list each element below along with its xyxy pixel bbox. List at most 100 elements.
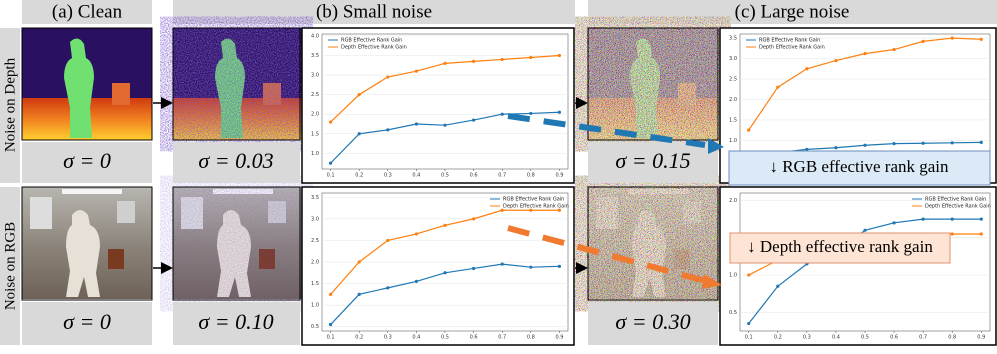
point — [500, 262, 504, 266]
point — [863, 143, 867, 147]
point — [529, 265, 533, 269]
legend-label: Depth Effective Rank Gain — [759, 45, 825, 51]
x-tick-label: 0.2 — [355, 173, 363, 179]
image-large-noise-rgb — [587, 186, 719, 301]
x-tick-label: 0.9 — [977, 335, 985, 341]
x-tick-label: 0.5 — [441, 335, 449, 341]
row-label-box — [0, 187, 20, 345]
point — [979, 232, 983, 236]
point — [328, 161, 333, 165]
point — [747, 273, 751, 277]
row-label-box — [0, 28, 20, 183]
y-tick-label: 3.0 — [311, 73, 319, 79]
callout-box — [729, 232, 951, 264]
point — [747, 128, 751, 132]
x-tick-label: 0.4 — [832, 335, 840, 341]
point — [472, 118, 476, 122]
point — [500, 57, 504, 62]
x-tick-label: 0.8 — [527, 335, 535, 341]
point — [805, 67, 809, 71]
y-tick-label: 1.0 — [311, 151, 319, 157]
callout: ↓ Depth effective rank gain — [747, 237, 933, 256]
point — [328, 322, 333, 327]
point — [979, 140, 983, 145]
point — [414, 279, 418, 284]
point — [979, 217, 983, 221]
x-tick-label: 0.6 — [470, 335, 478, 341]
point — [386, 238, 390, 243]
point — [834, 146, 838, 150]
callout: ↓ RGB effective rank gain — [769, 157, 949, 176]
point — [472, 266, 476, 271]
point — [979, 37, 983, 41]
point — [950, 232, 954, 236]
point — [557, 208, 562, 212]
point — [414, 69, 418, 73]
point — [529, 55, 533, 60]
trend-arrows — [507, 113, 724, 289]
y-tick-label: 1.5 — [311, 131, 319, 137]
point — [500, 112, 504, 116]
header-box — [588, 0, 997, 24]
legend-label: RGB Effective Rank Gain — [503, 197, 564, 203]
legend-label: RGB Effective Rank Gain — [341, 38, 402, 44]
chart-frame — [301, 186, 575, 346]
point — [557, 264, 562, 268]
point — [443, 123, 447, 127]
header: (c) Large noise — [735, 1, 850, 22]
sigma-label: σ = 0.03 — [198, 148, 273, 173]
legend-label: RGB Effective Rank Gain — [925, 197, 986, 203]
y-tick-label: 3.5 — [311, 195, 319, 201]
point — [328, 292, 333, 296]
point — [863, 228, 867, 232]
point — [386, 128, 390, 132]
legend-label: Depth Effective Rank Gain — [925, 204, 991, 210]
x-tick-label: 0.9 — [555, 335, 563, 341]
header-box — [173, 0, 575, 24]
y-tick-label: 2.0 — [311, 260, 319, 266]
y-tick-label: 2.5 — [311, 238, 319, 244]
point — [357, 132, 361, 136]
row-label: Noise on Depth — [2, 57, 18, 152]
point — [357, 93, 361, 97]
x-tick-label: 0.7 — [498, 335, 506, 341]
image-small-noise-depth — [172, 27, 303, 141]
x-tick-label: 0.7 — [498, 173, 506, 179]
point — [921, 141, 925, 145]
image-small-noise-rgb — [172, 186, 303, 301]
x-tick-label: 0.7 — [919, 335, 927, 341]
point — [443, 61, 447, 65]
sigma-label: σ = 0 — [63, 309, 111, 334]
flow-arrows — [153, 97, 588, 274]
chart-frame — [301, 27, 575, 184]
point — [386, 75, 390, 79]
point — [529, 208, 533, 212]
y-tick-label: 1.5 — [311, 281, 319, 287]
x-tick-label: 0.2 — [355, 335, 363, 341]
y-tick-label: 3.5 — [729, 36, 737, 42]
y-tick-label: 3.0 — [311, 216, 319, 222]
image-large-noise-depth — [587, 27, 719, 141]
y-tick-label: 3.5 — [311, 53, 319, 59]
y-tick-label: 0.5 — [729, 310, 737, 316]
sigma-label: σ = 0.15 — [615, 148, 690, 173]
point — [950, 141, 954, 145]
x-tick-label: 0.2 — [774, 335, 782, 341]
charts: 0.1 0.2 0.3 0.4 0.5 0.6 0.7 0.8 0.9 1.0 1.5 2.0 2.5 3… — [301, 27, 997, 346]
x-tick-label: 0.6 — [470, 173, 478, 179]
y-tick-label: 1.0 — [729, 273, 737, 279]
sigma-boxes — [22, 142, 718, 345]
y-tick-label: 2.5 — [311, 92, 319, 98]
point — [805, 147, 809, 151]
image-clean-rgb — [21, 186, 153, 301]
y-tick-label: 2.0 — [729, 198, 737, 204]
x-tick-label: 0.6 — [890, 335, 898, 341]
point — [443, 271, 447, 275]
callout-box — [728, 150, 991, 186]
header: (b) Small noise — [316, 1, 432, 22]
point — [472, 59, 476, 63]
y-tick-label: 3.0 — [729, 56, 737, 62]
point — [747, 321, 751, 326]
y-tick-label: 2.0 — [729, 97, 737, 103]
